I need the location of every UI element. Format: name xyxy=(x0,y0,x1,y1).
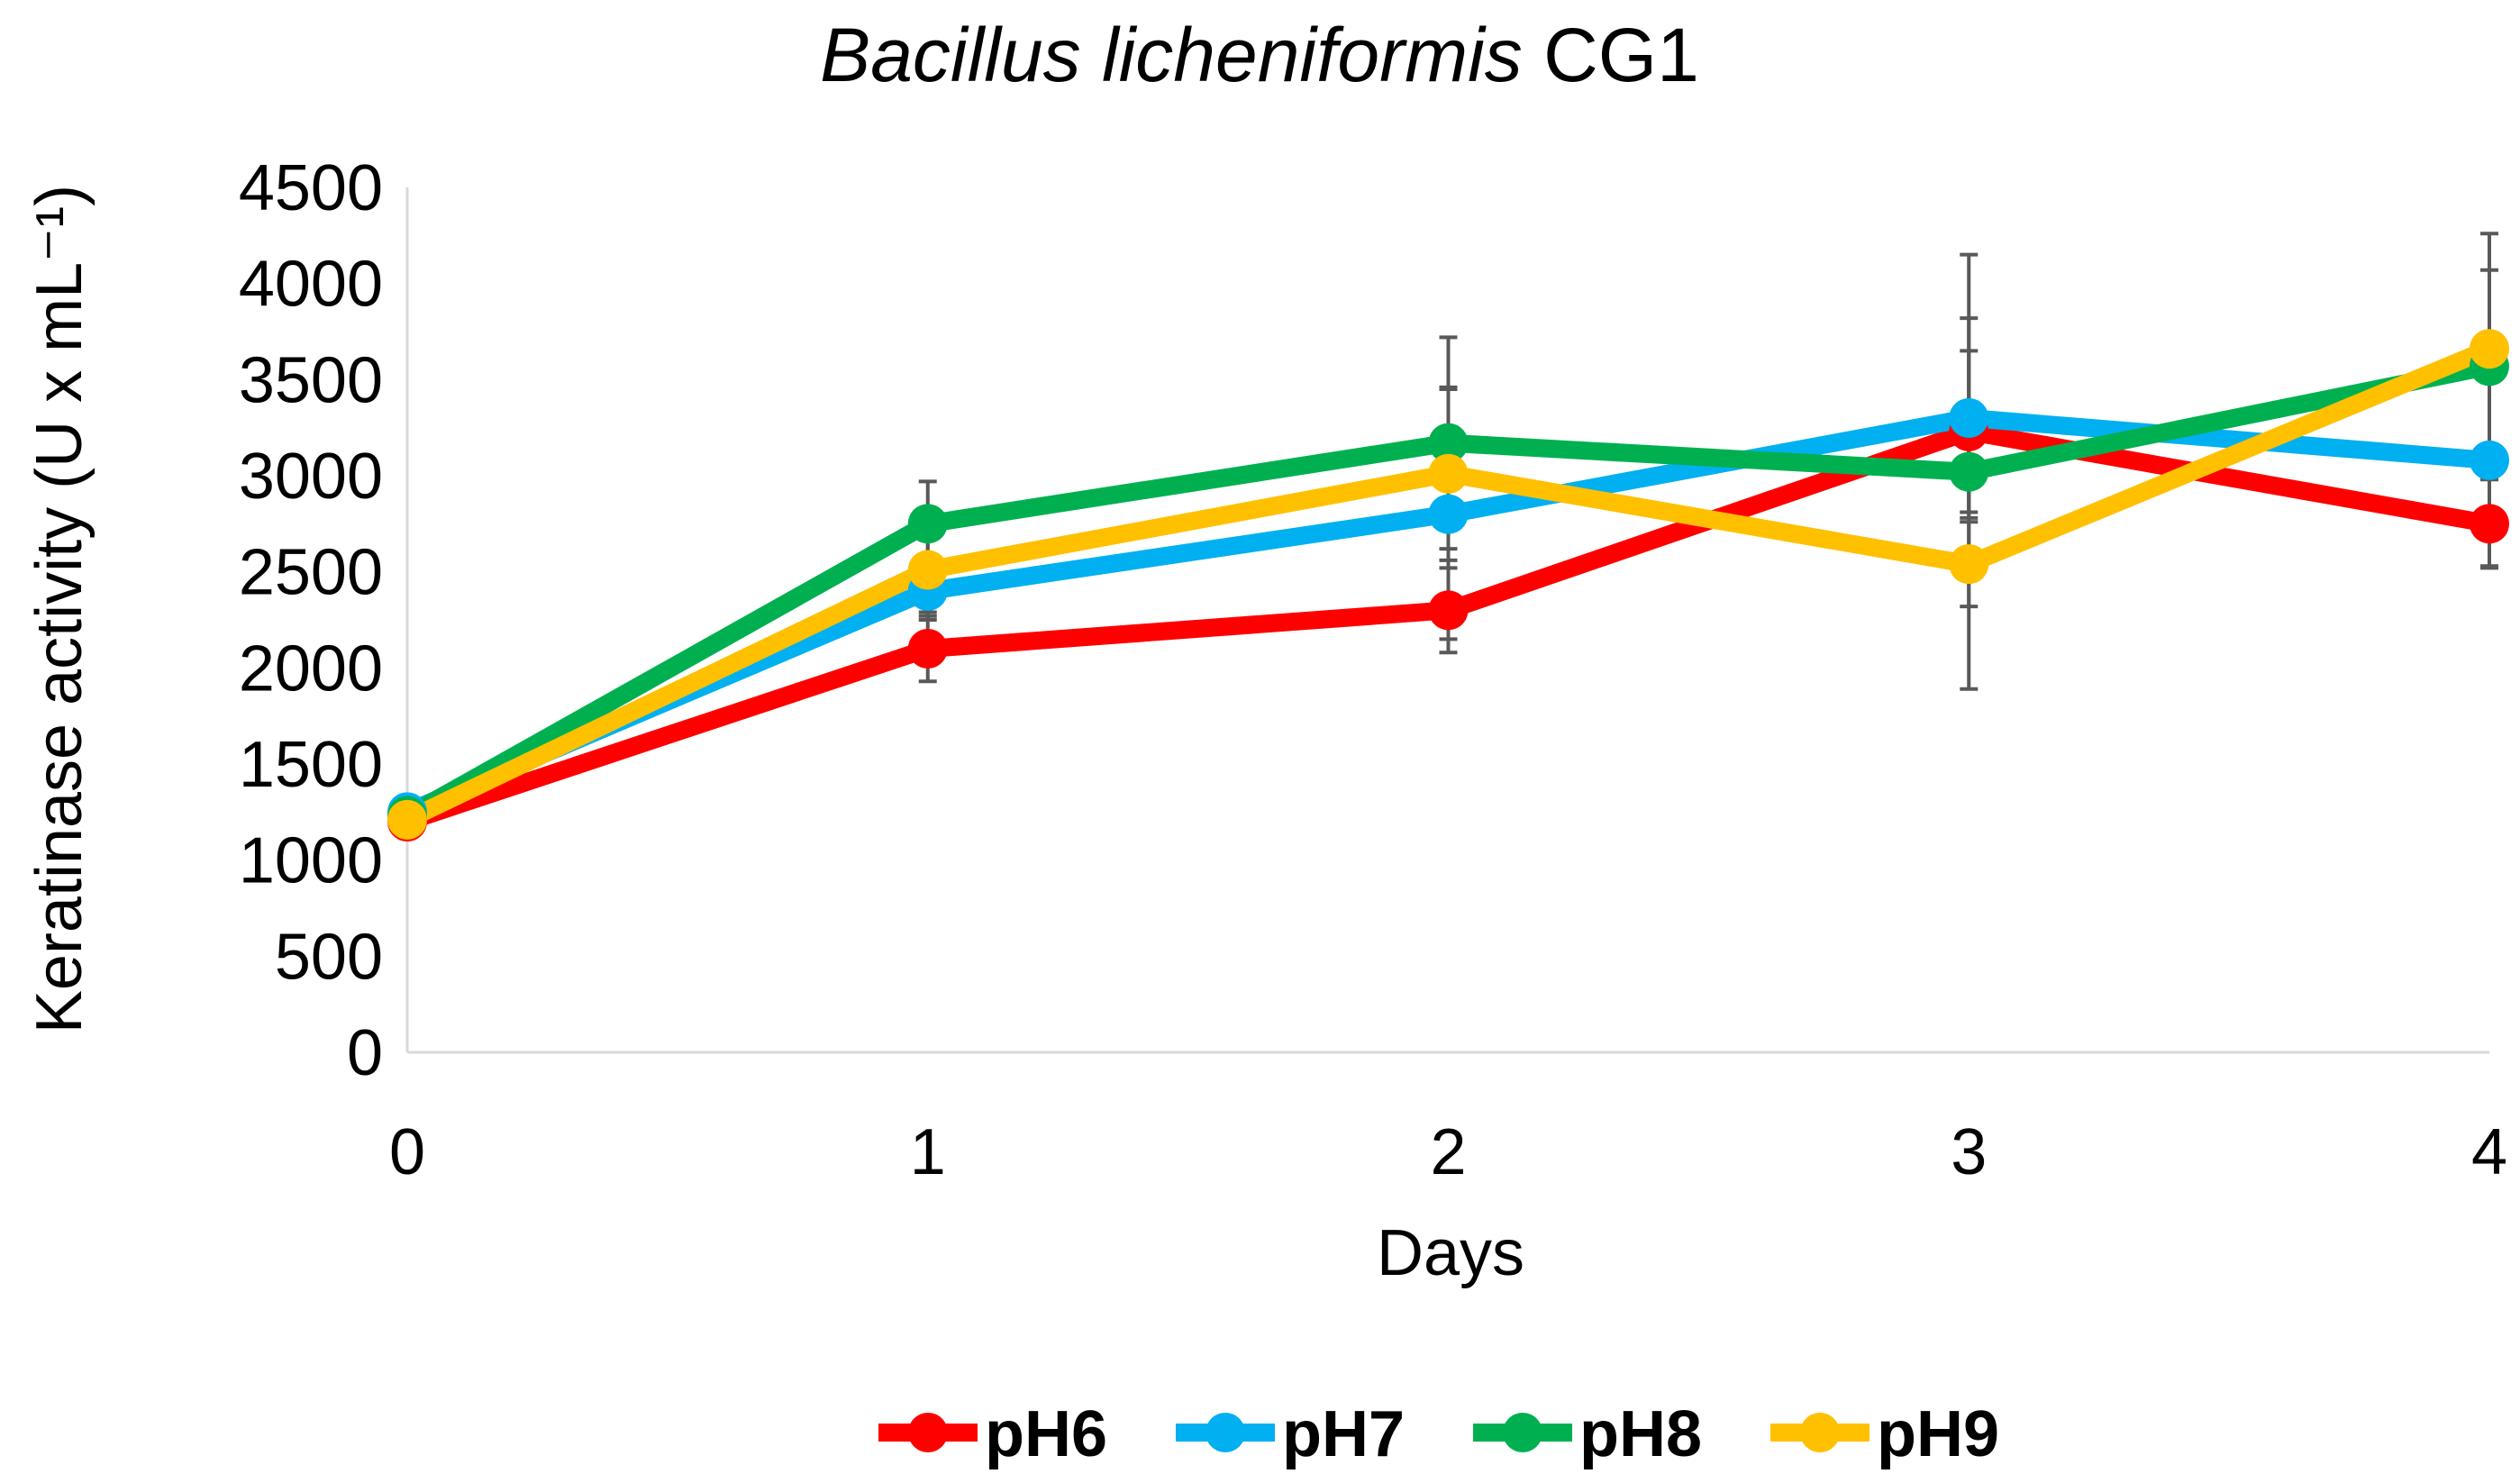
chart-title: Bacillus licheniformis CG1 xyxy=(820,13,1699,97)
y-tick-label: 1500 xyxy=(239,729,383,801)
legend-item-ph8: pH8 xyxy=(1473,1398,1702,1470)
data-point-ph9 xyxy=(387,799,427,840)
legend-item-ph7: pH7 xyxy=(1176,1398,1405,1470)
y-axis-label: Keratinase activity (U x mL⁻¹) xyxy=(23,185,96,1033)
y-tick-label: 3000 xyxy=(239,441,383,513)
legend-item-ph9: pH9 xyxy=(1770,1398,1999,1470)
data-point-ph8 xyxy=(1949,451,1989,492)
y-tick-label: 2500 xyxy=(239,537,383,609)
data-point-ph9 xyxy=(1428,453,1469,494)
legend-label: pH6 xyxy=(985,1398,1107,1470)
legend-marker-swatch xyxy=(908,1413,948,1452)
x-tick-label: 0 xyxy=(389,1116,425,1188)
data-point-ph7 xyxy=(2470,440,2509,480)
data-point-ph8 xyxy=(1428,423,1469,463)
legend: pH6 pH7 pH8 pH9 xyxy=(878,1398,1999,1470)
legend-label: pH7 xyxy=(1282,1398,1405,1470)
chart-title-italic: Bacillus licheniformis xyxy=(820,13,1523,97)
chart-title-strain: CG1 xyxy=(1523,13,1699,97)
legend-label: pH9 xyxy=(1877,1398,1999,1470)
y-tick-label: 3500 xyxy=(239,344,383,416)
x-tick-label: 1 xyxy=(910,1116,946,1188)
y-tick-label: 4000 xyxy=(239,249,383,321)
x-tick-labels: 0 1 2 3 4 xyxy=(389,1116,2507,1188)
data-point-ph7 xyxy=(1428,494,1469,534)
y-tick-label: 4500 xyxy=(239,152,383,224)
data-point-ph7 xyxy=(1949,398,1989,438)
legend-marker-swatch xyxy=(1503,1413,1542,1452)
data-point-ph6 xyxy=(1428,590,1469,631)
series-points xyxy=(387,329,2509,842)
data-point-ph9 xyxy=(2470,329,2509,369)
x-tick-label: 4 xyxy=(2471,1116,2507,1188)
y-tick-label: 1000 xyxy=(239,825,383,897)
data-point-ph9 xyxy=(1949,544,1989,585)
x-tick-label: 2 xyxy=(1430,1116,1466,1188)
data-point-ph9 xyxy=(907,550,948,590)
y-tick-label: 2000 xyxy=(239,632,383,705)
axes xyxy=(405,187,2489,1054)
data-point-ph8 xyxy=(907,504,948,544)
legend-marker-swatch xyxy=(1800,1413,1840,1452)
legend-marker-swatch xyxy=(1205,1413,1245,1452)
y-tick-label: 500 xyxy=(275,921,383,993)
data-point-ph6 xyxy=(2470,504,2509,544)
legend-item-ph6: pH6 xyxy=(878,1398,1107,1470)
x-tick-label: 3 xyxy=(1951,1116,1987,1188)
data-point-ph6 xyxy=(907,629,948,669)
legend-label: pH8 xyxy=(1579,1398,1702,1470)
x-axis-label: Days xyxy=(1377,1217,1524,1289)
y-tick-label: 0 xyxy=(347,1017,383,1089)
y-tick-labels: 0 500 1000 1500 2000 2500 3000 3500 4000 4500 xyxy=(239,152,383,1089)
